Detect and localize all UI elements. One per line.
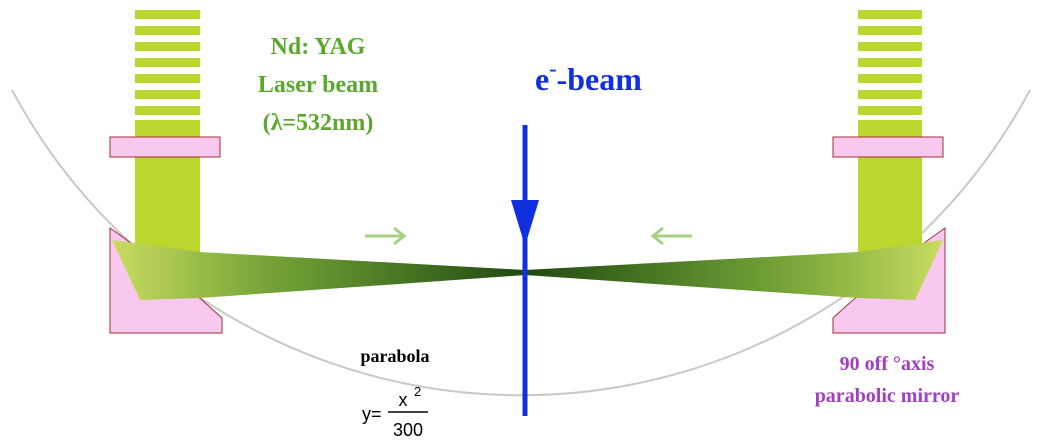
plate-right <box>832 136 944 158</box>
arrow-left <box>650 226 692 246</box>
ebeam-main: e <box>535 61 549 97</box>
ebeam-sup: - <box>549 56 556 81</box>
mirror-label: parabolic mirror <box>815 385 960 407</box>
arrow-right <box>365 226 407 246</box>
beam-left <box>112 240 525 300</box>
eq-den: 300 <box>393 420 423 440</box>
plate-left <box>109 136 221 158</box>
beam-right <box>525 240 943 300</box>
mirror-label: 90 off °axis <box>840 353 935 375</box>
parabola-label: parabola <box>360 346 429 366</box>
ebeam-label: e--beam <box>535 56 642 97</box>
eq-exp: 2 <box>414 384 421 399</box>
laser-right <box>858 10 922 252</box>
laser-label: Laser beam <box>258 72 378 98</box>
laser-left <box>135 10 200 252</box>
laser-label: (λ=532nm) <box>263 110 374 136</box>
eq-lhs: y= <box>362 404 382 424</box>
laser-label: Nd: YAG <box>271 34 366 60</box>
electron-arrow <box>511 200 539 246</box>
eq-num: x <box>399 390 408 410</box>
ebeam-rest: -beam <box>557 61 643 97</box>
